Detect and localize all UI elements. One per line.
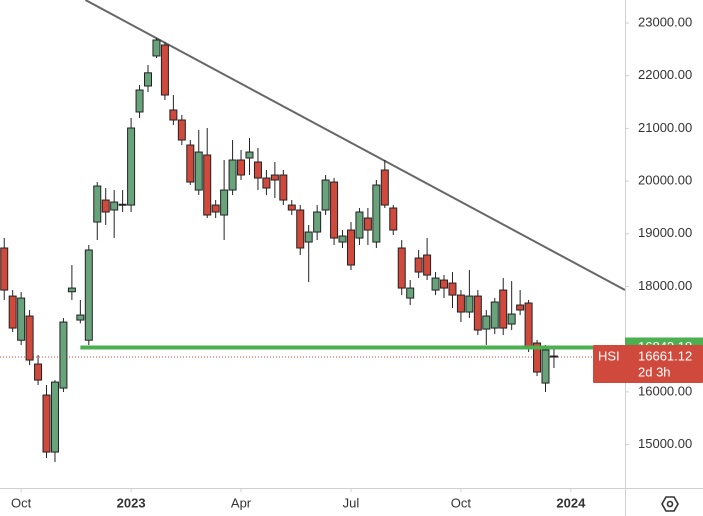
candle-body [228, 159, 237, 191]
candle-body [304, 231, 313, 243]
candle-body [355, 211, 364, 239]
x-tick-label: 2024 [556, 495, 586, 510]
candle-body [101, 199, 110, 213]
candle-body [93, 185, 102, 223]
candle-body [414, 257, 423, 273]
candle-body [262, 177, 271, 189]
last-price-box [593, 345, 703, 384]
candle-body [330, 181, 339, 239]
candle-body [169, 109, 178, 121]
candle-body [448, 282, 457, 296]
candle-body [338, 235, 347, 243]
symbol-label: HSI [598, 348, 620, 363]
candle-body [431, 277, 440, 291]
candle-body [406, 287, 415, 299]
candle-body [549, 355, 558, 358]
plot-area [0, 0, 625, 463]
candle-body [440, 279, 449, 289]
icon-dot [666, 500, 674, 508]
candle-body [8, 295, 17, 329]
candle-body [423, 254, 432, 276]
candle-body [144, 72, 153, 87]
candle-body [516, 304, 525, 311]
last-price-label: 16661.12 [638, 348, 692, 363]
candle-body [127, 127, 136, 206]
settings-icon[interactable] [661, 496, 679, 512]
candle-body [363, 217, 372, 231]
candle-body [465, 295, 474, 313]
y-tick-label: 19000.00 [638, 225, 692, 240]
candle-body [186, 144, 195, 183]
candle-body [67, 287, 76, 293]
x-tick-label: Jul [343, 495, 360, 510]
candle-body [253, 161, 262, 179]
candle-body [473, 295, 482, 331]
countdown-label: 2d 3h [638, 364, 671, 379]
x-tick-label: 2023 [117, 495, 146, 510]
y-tick-label: 20000.00 [638, 173, 692, 188]
trend-line [84, 0, 625, 291]
candle-body [389, 207, 398, 231]
candle-body [160, 44, 169, 96]
candle-body [287, 204, 296, 211]
x-tick-label: Apr [231, 495, 252, 510]
candle-body [135, 89, 144, 113]
candle-body [34, 363, 43, 381]
candle-body [118, 203, 127, 206]
candle-body [507, 313, 516, 325]
candle-body [490, 301, 499, 329]
candle-body [50, 381, 59, 453]
y-tick-label: 22000.00 [638, 67, 692, 82]
candle-body [42, 394, 51, 453]
candle-body [110, 201, 119, 211]
icon-hexagon [661, 496, 679, 512]
candle-body [59, 321, 68, 389]
candle-body [346, 229, 355, 266]
candle-body [372, 184, 381, 243]
candle-body [279, 174, 288, 201]
candle-body [237, 159, 246, 176]
candle-body [380, 169, 389, 206]
candle-body [194, 151, 203, 191]
y-tick-label: 21000.00 [638, 120, 692, 135]
candle-body [211, 204, 220, 213]
candle-body [456, 294, 465, 313]
candle-body [245, 151, 254, 159]
candle-body [482, 315, 491, 330]
candle-body [499, 289, 508, 329]
candle-body [313, 211, 322, 233]
candle-body [270, 174, 279, 181]
x-tick-label: Oct [451, 495, 472, 510]
candle-body [0, 247, 9, 291]
y-tick-label: 16000.00 [638, 383, 692, 398]
candle-body [17, 297, 26, 341]
candle-body [533, 342, 542, 373]
candle-body [220, 189, 229, 216]
y-tick-label: 18000.00 [638, 278, 692, 293]
candle-body [25, 315, 34, 361]
candle-body [296, 209, 305, 249]
candle-body [321, 179, 330, 211]
x-tick-label: Oct [11, 495, 32, 510]
candle-body [524, 302, 533, 349]
y-tick-label: 15000.00 [638, 436, 692, 451]
candle-body [397, 247, 406, 289]
y-tick-label: 23000.00 [638, 14, 692, 29]
candle-body [84, 249, 93, 341]
candle-body [541, 349, 550, 384]
candle-body [177, 119, 186, 141]
candle-body [203, 154, 212, 216]
candle-body [152, 39, 161, 57]
candle-body [76, 314, 85, 321]
